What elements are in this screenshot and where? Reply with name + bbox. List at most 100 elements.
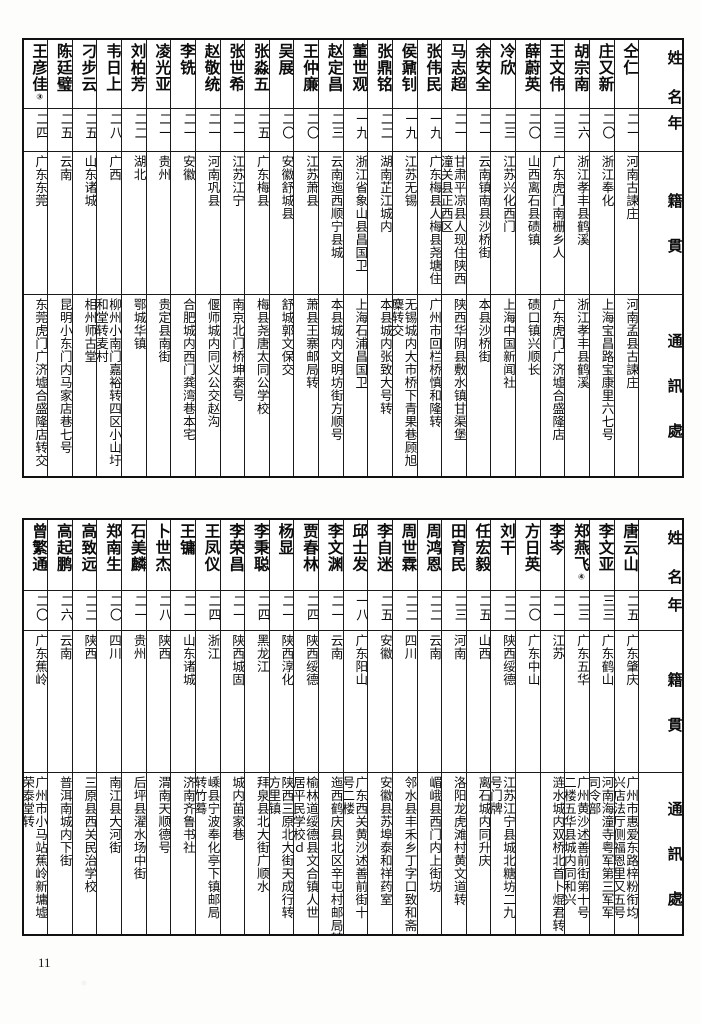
cell-name: 郑南生 [96, 518, 122, 591]
age-text: 二八 [107, 112, 121, 141]
address-text: 江苏江宁县城北糖坊二九号门牌 [491, 776, 515, 920]
name-text: 周世霖 [399, 523, 417, 573]
cell-age: 二三 [490, 108, 516, 153]
age-text: 一九 [402, 112, 417, 141]
address-text: 渭南天顺德号 [156, 776, 171, 855]
address-text: 邻水县丰禾乡丁字口致和斋 [402, 776, 417, 933]
native-place-text: 山西离石县碛镇 [525, 155, 540, 247]
age-text: 二六 [574, 112, 589, 141]
cell-age: 二六 [47, 589, 73, 632]
row-address: 东莞虎门广济墟合盛隆店转交 昆明小东门内马家店巷七号 相州师古堂 柳州小南门嘉裕转四区… [22, 294, 684, 478]
cell-native-place: 江苏无锡 [391, 151, 418, 296]
age-text: 二三 [501, 112, 515, 141]
cell-native-place: 河南巩县 [194, 151, 221, 296]
name-text: 张伟民 [424, 43, 442, 93]
cell-address: 舒城郭文保交 [268, 294, 295, 478]
cell-native-place: 江苏萧县 [293, 151, 319, 296]
cell-native-place: 四川 [96, 630, 122, 774]
age-text: 二〇 [107, 593, 121, 622]
row-label-native-place: 籍 貫 [638, 151, 684, 296]
age-text: 二三 [574, 593, 589, 622]
age-text: 一九 [353, 112, 368, 141]
address-text: 偃师城内同义公交赵沟 [205, 298, 220, 429]
cell-address: 广东西关黄沙述善前街十号二楼 [342, 772, 369, 936]
address-text: 东莞虎门广济墟合盛隆店转交 [33, 298, 48, 468]
native-place-text: 甘肃平凉县人现住陕西潼关县正西区 [442, 155, 466, 286]
cell-name: 董世观 [342, 38, 369, 110]
cell-address: 拜泉县北大街广顺水 [244, 772, 270, 936]
cell-address: 迤西鹤庆县北区辛屯村邮局转 [318, 772, 344, 936]
name-text: 薛蔚英 [522, 43, 540, 93]
native-place-text: 河南巩县 [205, 155, 220, 208]
age-text: 二〇 [304, 112, 318, 141]
cell-name: 刘柏芳 [121, 38, 147, 110]
cell-native-place: 浙江省象山县昌国卫 [342, 151, 369, 296]
cell-native-place: 广东蕉岭 [22, 630, 49, 774]
cell-native-place: 贵州 [145, 151, 172, 296]
cell-native-place: 云南 [47, 630, 73, 774]
native-place-text: 四川 [402, 634, 417, 661]
name-text: 侯鼐钊 [399, 43, 417, 93]
cell-age: 二一 [539, 589, 566, 632]
name-text: 李荣昌 [227, 523, 245, 573]
cell-address: 无锡城内大市桥下青果巷顾旭麇转交 [391, 294, 418, 478]
cell-age: 二〇 [268, 108, 295, 153]
name-text: 吴展 [276, 43, 294, 76]
age-text: 一九 [427, 112, 442, 141]
cell-name: 王文伟 [539, 38, 566, 110]
footnote-marker: ④ [576, 572, 586, 583]
native-place-text: 广东五华 [574, 634, 589, 687]
cell-name: 李岑 [539, 518, 566, 591]
name-text: 杨显 [276, 523, 294, 556]
row-label-age: 年 龄 [638, 589, 684, 632]
roster-table: 王彦佳③ 陈廷璧 刁步云 韦日上 刘柏芳 凌光亚 李铣 赵敬统 张世希 张淼五 吴展 王仲廉 赵定昌 董世… [22, 38, 684, 478]
native-place-text: 云南镇南县沙桥街 [476, 155, 491, 260]
name-text: 李文亚 [596, 523, 614, 573]
age-text: 二二 [131, 112, 146, 141]
native-place-text: 浙江 [205, 634, 220, 661]
address-text: 济南齐鲁书社 [180, 776, 195, 855]
native-place-text: 安徽 [377, 634, 392, 661]
address-text: 南江县大河街 [107, 776, 121, 855]
age-text: 二一 [328, 593, 343, 622]
row-label-text: 姓 名 [665, 530, 682, 588]
cell-address: 贵定县南街 [145, 294, 172, 478]
name-text: 韦日上 [104, 43, 121, 93]
cell-age: 二〇 [22, 589, 49, 632]
name-text: 胡宗南 [571, 43, 589, 93]
cell-address: 合肥城内西门龚湾巷本宅 [170, 294, 196, 478]
cell-native-place: 山西 [465, 630, 492, 774]
cell-address: 嵋峨县西门内上街坊 [416, 772, 443, 936]
name-text: 田育民 [448, 523, 466, 573]
cell-age: 二二 [121, 108, 147, 153]
age-text: 二〇 [33, 593, 48, 622]
cell-address: 相州师古堂 [71, 294, 98, 478]
age-text: 二五 [57, 112, 72, 141]
cell-name: 李文渊 [318, 518, 344, 591]
row-age: 二四 二五 二五 二八 二二 二一 二一 二一 二一 二五 二〇 二〇 二三 一九 二二 一九 一九 二一 二一 二三… [22, 108, 684, 153]
cell-age: 二二 [490, 589, 516, 632]
cell-native-place: 山西离石县碛镇 [515, 151, 541, 296]
cell-age: 二〇 [515, 108, 541, 153]
cell-native-place: 广东东莞 [22, 151, 49, 296]
native-place-text: 山东诸城 [82, 155, 97, 208]
native-place-text: 云南 [57, 634, 72, 661]
cell-age: 二五 [71, 108, 98, 153]
age-text: 二一 [230, 112, 245, 141]
address-text: 贵定县南街 [156, 298, 171, 364]
cell-address: 安徽县苏埠泰和祥药室 [367, 772, 393, 936]
cell-name: 任宏毅 [465, 518, 492, 591]
address-text [516, 773, 540, 934]
name-text: 李铣 [177, 43, 195, 76]
age-text: 二四 [304, 593, 318, 622]
cell-native-place: 湖南芷江城内 [367, 151, 393, 296]
name-text: 王凤仪 [202, 523, 220, 573]
address-text: 柳州小南门嘉裕转四区小山圩和堂转麦村 [97, 298, 121, 468]
cell-address: 萧县王寨邮局转 [293, 294, 319, 478]
cell-name: 周鸿恩 [416, 518, 443, 591]
age-text: 二二 [377, 112, 392, 141]
cell-native-place: 陕西淳化 [268, 630, 295, 774]
age-text: 二二 [501, 593, 515, 622]
native-place-text: 广西 [107, 155, 121, 182]
cell-native-place: 广东阳山 [342, 630, 369, 774]
